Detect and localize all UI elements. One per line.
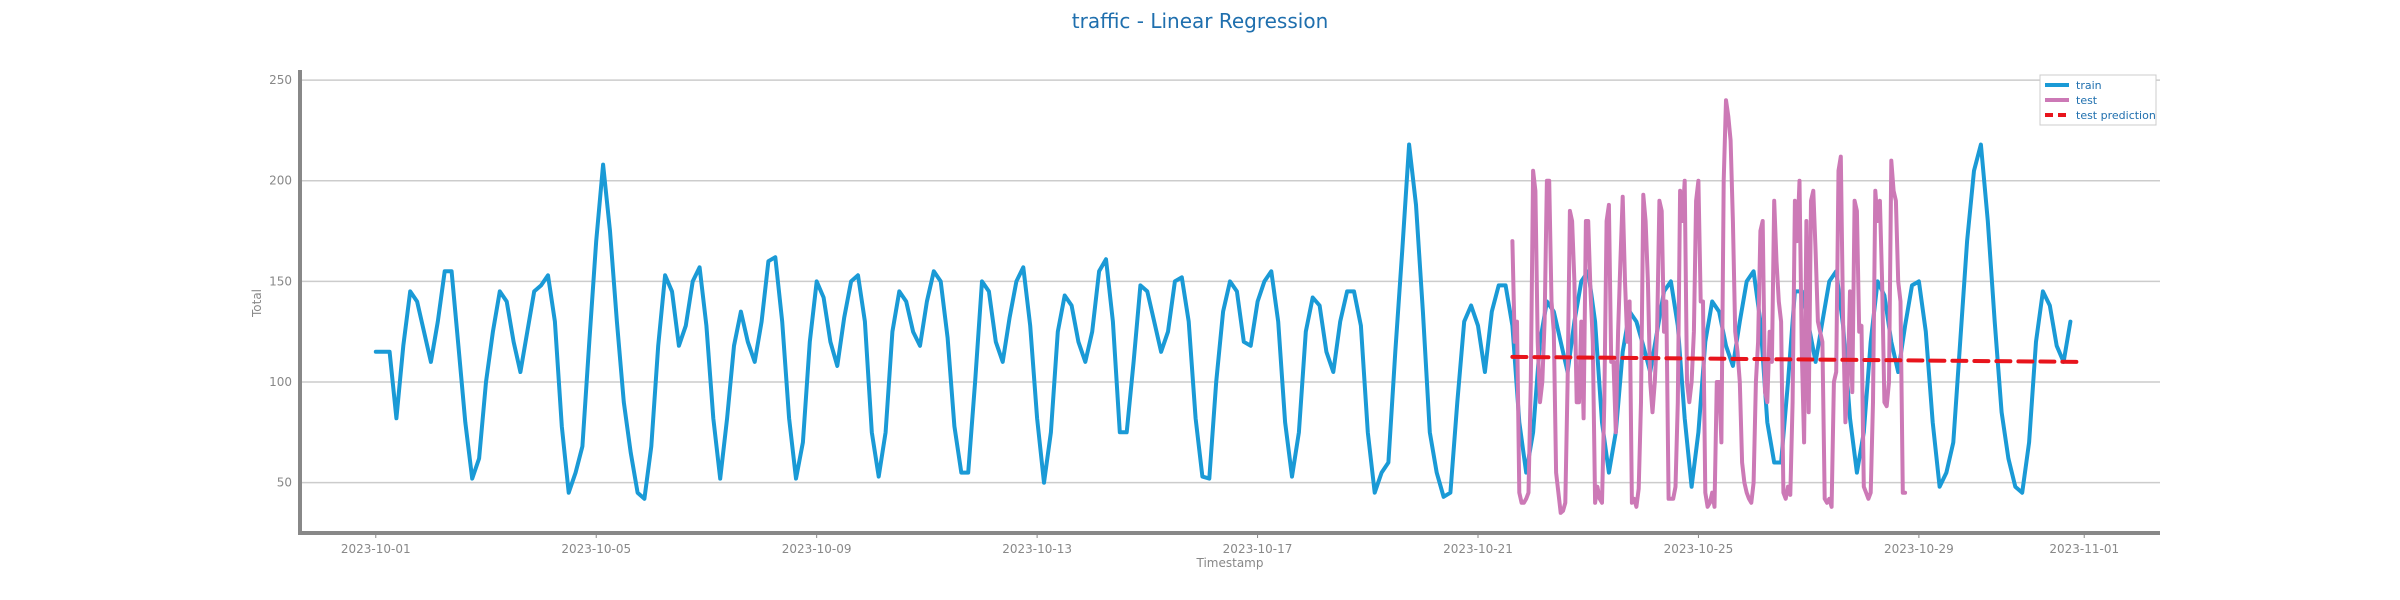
x-tick-label-2023-10-25: 2023-10-25 (1664, 542, 1734, 556)
y-tick-label-250: 250 (269, 73, 292, 87)
series-layer (373, 98, 2084, 515)
axes (298, 70, 2160, 535)
x-tick-label-2023-10-09: 2023-10-09 (782, 542, 852, 556)
y-tick-label-50: 50 (277, 476, 292, 490)
series-line-test-prediction (1510, 354, 2084, 364)
legend-label-test: test (2076, 94, 2098, 107)
x-axis-label: Timestamp (1196, 556, 1264, 570)
legend-label-train: train (2076, 79, 2102, 92)
x-tick-label-2023-10-29: 2023-10-29 (1884, 542, 1954, 556)
chart-title: traffic - Linear Regression (1072, 9, 1329, 33)
ticks: 50 100 150 200 250 2023-10-01 2023-10-05 2023-1… (269, 73, 2119, 556)
y-tick-label-200: 200 (269, 174, 292, 188)
series-line-test (1510, 98, 1908, 515)
y-tick-label-100: 100 (269, 375, 292, 389)
legend: train test test prediction (2039, 74, 2157, 126)
x-tick-label-2023-11-01: 2023-11-01 (2049, 542, 2119, 556)
y-axis-label: Total (250, 289, 264, 318)
x-tick-label-2023-10-21: 2023-10-21 (1443, 542, 1513, 556)
legend-label-test-prediction: test prediction (2076, 109, 2156, 122)
y-tick-label-150: 150 (269, 274, 292, 288)
x-tick-label-2023-10-17: 2023-10-17 (1223, 542, 1293, 556)
x-tick-label-2023-10-13: 2023-10-13 (1002, 542, 1072, 556)
series-line-train (373, 142, 2073, 501)
x-tick-label-2023-10-01: 2023-10-01 (341, 542, 411, 556)
x-tick-label-2023-10-05: 2023-10-05 (561, 542, 631, 556)
